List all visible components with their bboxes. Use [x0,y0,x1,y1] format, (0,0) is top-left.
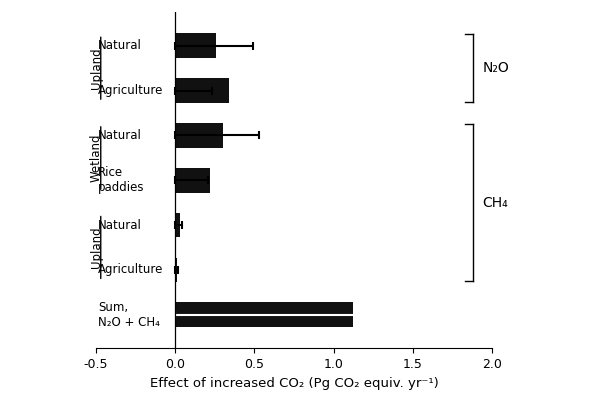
Text: Natural: Natural [98,219,142,232]
X-axis label: Effect of increased CO₂ (Pg CO₂ equiv. yr⁻¹): Effect of increased CO₂ (Pg CO₂ equiv. y… [149,377,439,390]
Text: Agriculture: Agriculture [98,84,163,97]
Text: Sum,
N₂O + CH₄: Sum, N₂O + CH₄ [98,301,160,329]
Bar [175,258,177,282]
Text: Agriculture: Agriculture [98,263,163,276]
Bar [175,34,217,58]
Text: Natural: Natural [98,129,142,142]
Bar [175,78,229,103]
Text: Upland: Upland [89,227,103,268]
Bar [175,123,223,148]
Bar [175,303,353,327]
Bar [175,168,210,192]
Text: Rice
paddies: Rice paddies [98,166,145,194]
Text: CH₄: CH₄ [482,196,508,210]
Bar [175,213,180,237]
Text: N₂O: N₂O [482,61,509,75]
Text: Wetland: Wetland [89,134,103,182]
Text: Upland: Upland [89,47,103,89]
Text: Natural: Natural [98,39,142,52]
